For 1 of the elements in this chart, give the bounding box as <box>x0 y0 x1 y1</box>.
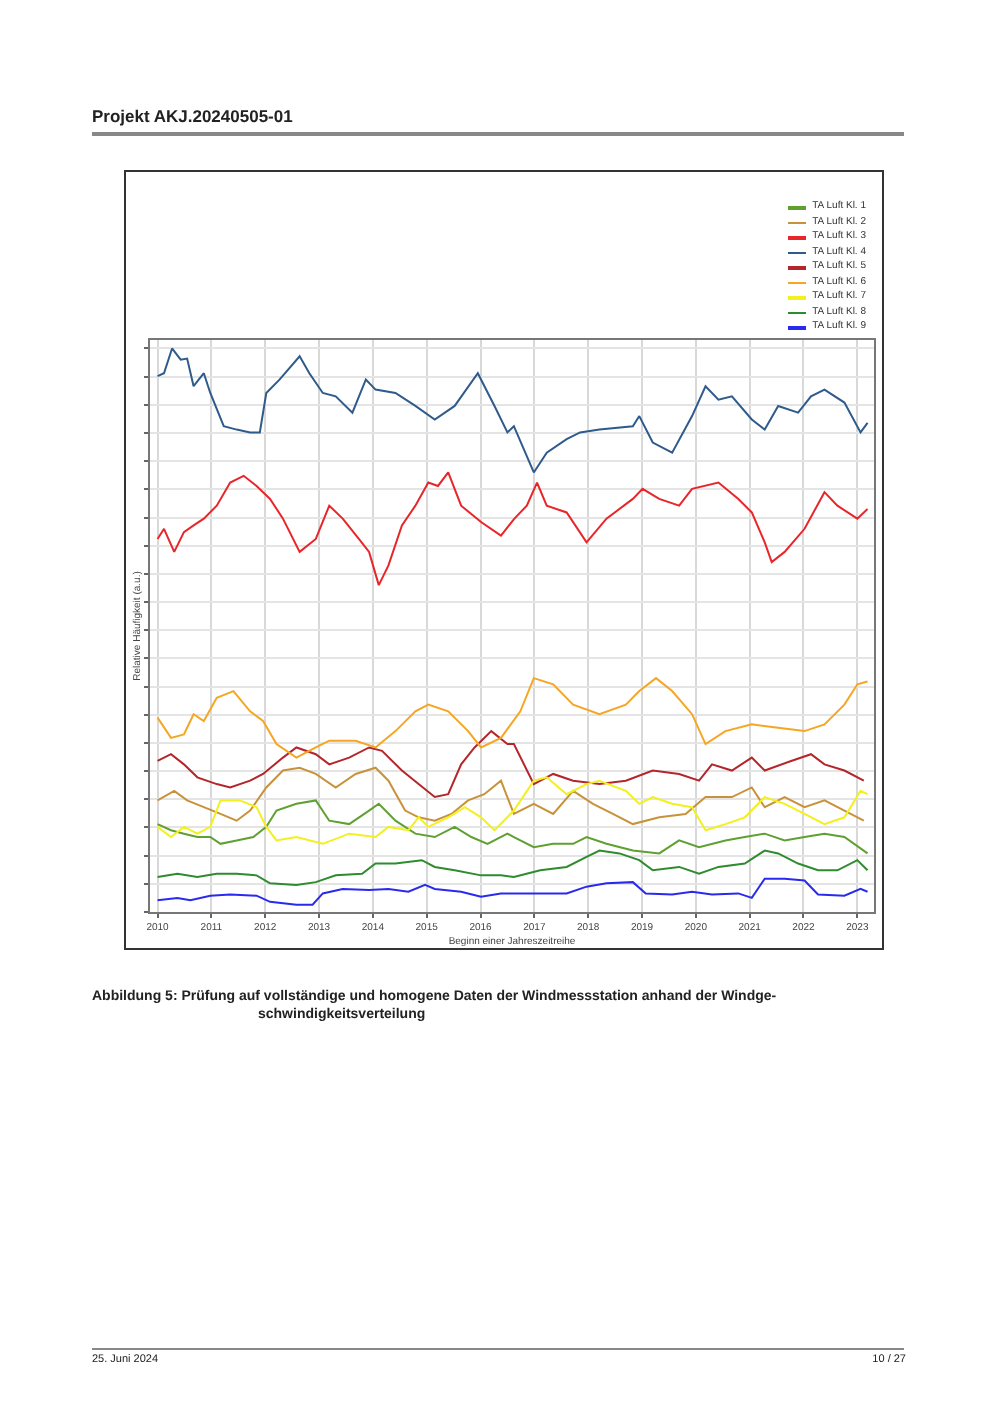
text: Projekt AKJ.20240505-01 <box>92 106 293 126</box>
